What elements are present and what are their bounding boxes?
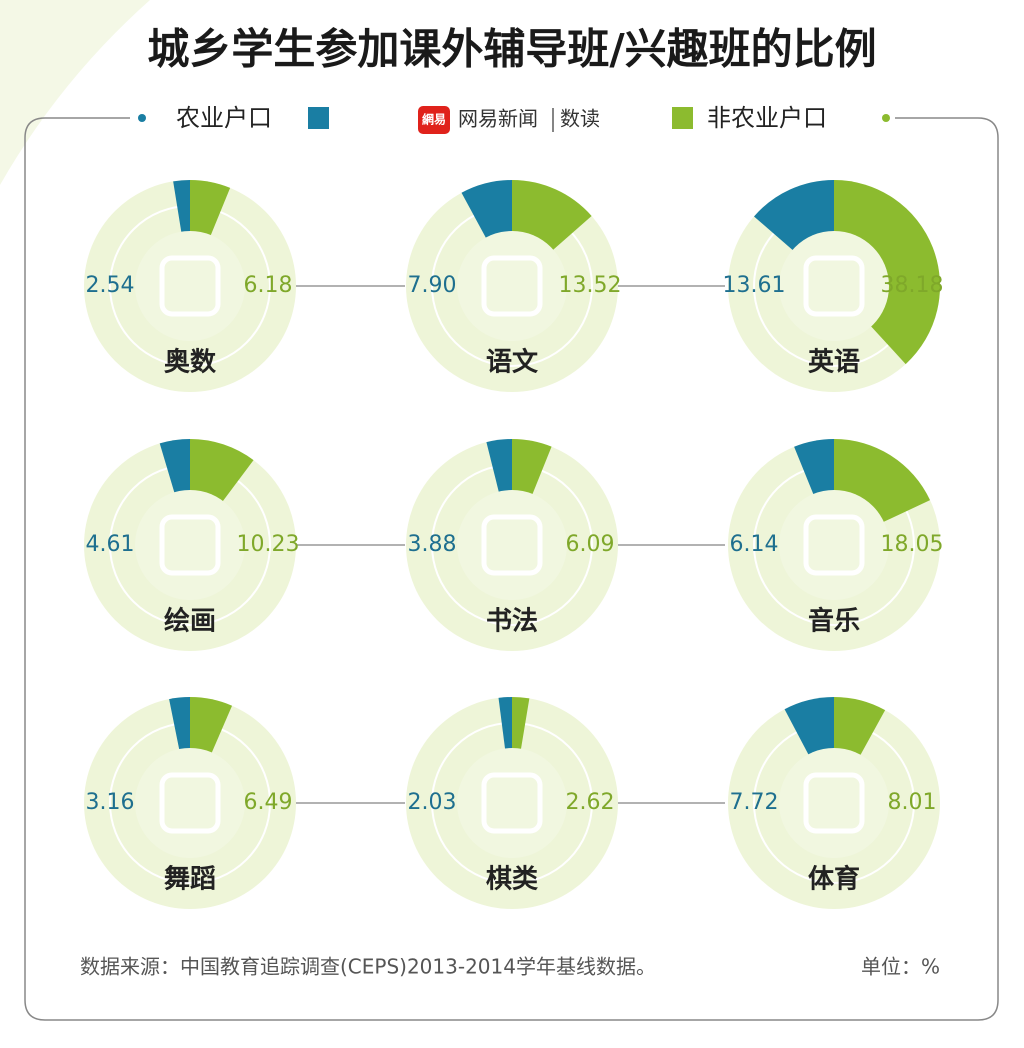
brand: 网易新闻 [458, 107, 538, 131]
icon [803, 514, 865, 576]
legend-dot [882, 114, 890, 122]
value-label: 8.01 [888, 790, 937, 815]
value-label: 2.62 [566, 790, 615, 815]
legend-swatch [672, 107, 693, 129]
icon [481, 255, 543, 317]
brand-icon-bg [418, 106, 450, 134]
legend-label: 非农业户口 [707, 104, 827, 132]
icon-disc [779, 231, 889, 341]
legend-label: 农业户口 [176, 104, 272, 132]
legend-swatch [308, 107, 329, 129]
value-label: 10.23 [237, 532, 300, 557]
icon [803, 255, 865, 317]
value-label: 2.03 [408, 790, 457, 815]
value-label: 4.61 [86, 532, 135, 557]
frame [24, 117, 999, 1021]
value-label: 13.61 [723, 273, 786, 298]
icon-disc [457, 748, 567, 858]
icon [481, 514, 543, 576]
category-label: 奥数 [164, 347, 217, 378]
brand-icon: 網易 [422, 112, 446, 127]
value-label: 18.05 [881, 532, 944, 557]
legend-dot [138, 114, 146, 122]
value-label: 38.18 [881, 273, 944, 298]
value-label: 3.16 [86, 790, 135, 815]
category-label: 舞蹈 [164, 865, 216, 895]
value-label: 13.52 [559, 273, 622, 298]
value-label: 6.49 [244, 790, 293, 815]
source: 数据来源：中国教育追踪调查(CEPS)2013-2014学年基线数据。 [80, 955, 656, 979]
icon-disc [457, 231, 567, 341]
icon-disc [135, 231, 245, 341]
category-label: 绘画 [164, 606, 216, 637]
icon-disc [779, 490, 889, 600]
value-label: 7.90 [408, 273, 457, 298]
icon [481, 772, 543, 834]
legend: 农业户口 非农业户口 [138, 104, 890, 132]
icon-disc [779, 748, 889, 858]
icon [159, 514, 221, 576]
unit: 单位：% [861, 955, 940, 979]
value-label: 6.09 [566, 532, 615, 557]
value-label: 7.72 [730, 790, 779, 815]
category-label: 音乐 [808, 606, 860, 637]
plots: 2.54 6.18 奥数 7.90 13.52 语文 13.61 38.18 英语 4.61 10.… [84, 179, 944, 909]
category-label: 英语 [808, 348, 860, 378]
value-label: 2.54 [86, 273, 135, 298]
category-label: 棋类 [486, 865, 538, 895]
chart-title: 城乡学生参加课外辅导班/兴趣班的比例 [147, 25, 876, 74]
value-label: 3.88 [408, 532, 457, 557]
icon-disc [457, 490, 567, 600]
icon-disc [135, 748, 245, 858]
value-label: 6.18 [244, 273, 293, 298]
icon [159, 255, 221, 317]
decoration [0, 0, 150, 185]
brand-section: 数读 [560, 107, 600, 131]
category-label: 体育 [808, 864, 860, 895]
category-label: 书法 [486, 607, 538, 637]
icon [159, 772, 221, 834]
value-label: 6.14 [730, 532, 779, 557]
category-label: 语文 [486, 347, 539, 378]
icon-disc [135, 490, 245, 600]
icon [803, 772, 865, 834]
